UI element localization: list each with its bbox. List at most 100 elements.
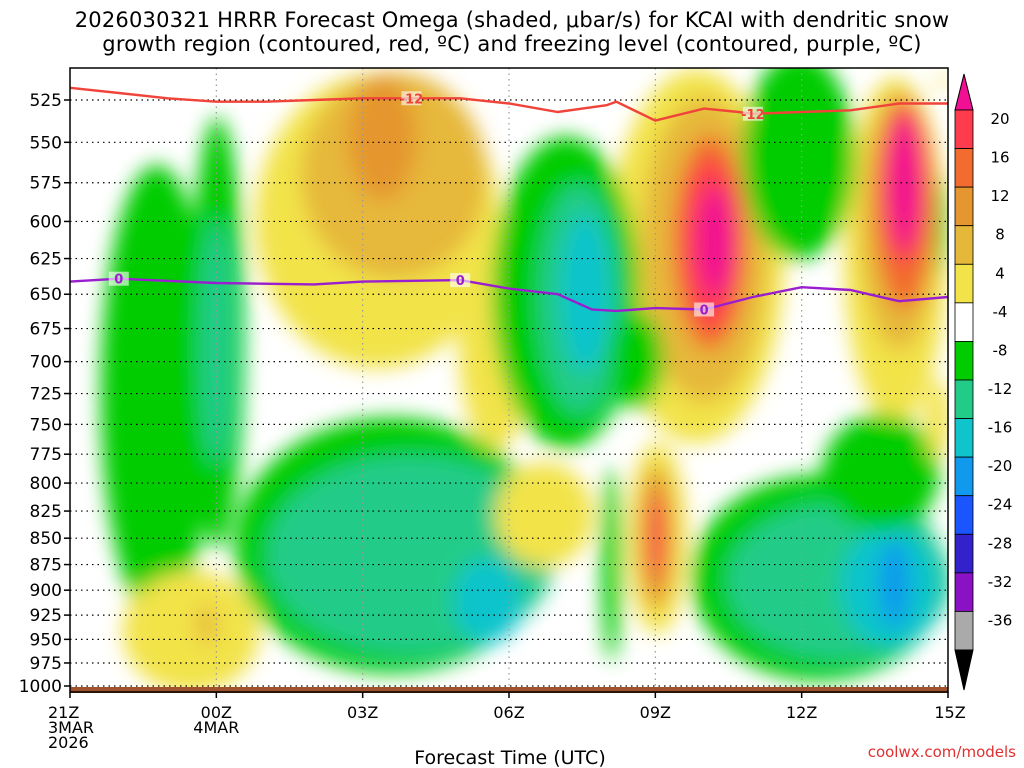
y-tick-label: 800	[30, 474, 62, 494]
freezing-level-contour-label-bg	[694, 302, 715, 317]
omega-area-16	[198, 219, 233, 466]
x-tick-label: 21Z	[48, 703, 79, 722]
omega-area-3	[348, 76, 417, 200]
freezing-level-contour-label-bg	[450, 273, 471, 288]
colorbar-bin	[954, 379, 974, 419]
y-tick-label: 975	[30, 654, 62, 674]
omega-area-33	[196, 605, 217, 645]
x-tick-label: 09Z	[640, 703, 671, 722]
y-tick-label: 700	[30, 353, 62, 373]
freezing-level-contour-label: 0	[700, 303, 709, 318]
omega-area-32	[122, 570, 260, 692]
chart-title-line2: growth region (contoured, red, ºC) and f…	[102, 32, 922, 56]
omega-area-30	[822, 414, 940, 532]
omega-area-19	[453, 558, 522, 644]
omega-shading	[100, 68, 948, 692]
y-tick-label: 875	[30, 556, 62, 576]
y-tick-label: 1000	[19, 677, 62, 697]
dendritic-growth-contour	[70, 86, 948, 122]
colorbar-label: 4	[995, 264, 1005, 282]
colorbar-label: 16	[990, 149, 1009, 167]
omega-area-37	[649, 491, 664, 583]
y-tick-label: 825	[30, 502, 62, 522]
credit-link[interactable]: coolwx.com/models	[868, 743, 1016, 761]
colorbar-bin	[954, 611, 974, 651]
colorbar-bin	[954, 418, 974, 458]
omega-area-39	[934, 76, 948, 87]
colorbar-bin	[954, 572, 974, 612]
colorbar-bin	[954, 148, 974, 188]
y-tick-label: 775	[30, 445, 62, 465]
contours: -12 -12 0 0 0	[70, 86, 948, 318]
freezing-level-contour	[70, 277, 948, 313]
x-tick-label: 12Z	[786, 703, 817, 722]
y-tick-label: 650	[30, 285, 62, 305]
ground-surface	[70, 687, 948, 693]
x-tick-label: 4MAR	[193, 718, 239, 737]
colorbar-bin	[954, 456, 974, 497]
y-tick-label: 525	[30, 91, 62, 111]
y-tick-label: 550	[30, 133, 62, 153]
x-tick-label: 00Z	[201, 703, 232, 722]
colorbar-bin	[954, 225, 974, 265]
y-tick-label: 950	[30, 630, 62, 650]
colorbar-bin	[954, 109, 974, 149]
colorbar-bin	[954, 495, 974, 535]
x-tick-label: 03Z	[347, 703, 378, 722]
colorbar-bin	[954, 263, 974, 304]
y-tick-label: 725	[30, 385, 62, 405]
chart-title-line1: 2026030321 HRRR Forecast Omega (shaded, …	[74, 8, 950, 32]
y-tick-label: 600	[30, 212, 62, 232]
dendritic-growth-contour-label-bg	[401, 91, 422, 106]
colorbar: 20 16 12 8 4 -4 -8 -12 -16 -20 -24 -28 -32 -36	[954, 73, 1013, 691]
y-tick-label: 900	[30, 581, 62, 601]
colorbar-label: -4	[993, 303, 1008, 321]
colorbar-label: 12	[990, 187, 1009, 205]
dendritic-growth-contour-label: -12	[741, 108, 765, 123]
omega-area-8	[697, 186, 732, 298]
omega-area-24	[610, 310, 664, 409]
colorbar-label: -28	[988, 534, 1013, 552]
y-tick-label: 625	[30, 250, 62, 270]
freezing-level-contour-label: 0	[456, 274, 465, 289]
colorbar-label: 8	[995, 226, 1005, 244]
omega-area-23	[742, 68, 855, 260]
x-tick-label: 15Z	[934, 703, 965, 722]
y-tick-label: 925	[30, 606, 62, 626]
omega-area-38	[925, 379, 948, 459]
colorbar-label: 20	[990, 110, 1009, 128]
dendritic-growth-contour-label: -12	[400, 92, 424, 107]
freezing-level-contour-label-bg	[108, 271, 129, 286]
omega-area-34	[495, 462, 593, 568]
colorbar-label: -32	[988, 573, 1013, 591]
y-axis: 525 550 575 600 625 650 675 700 725 750 775 800 825 8…	[19, 91, 70, 697]
colorbar-label: -12	[988, 380, 1013, 398]
x-tick-label: 06Z	[493, 703, 524, 722]
y-tick-label: 850	[30, 529, 62, 549]
colorbar-label: -20	[988, 457, 1013, 475]
colorbar-label: -8	[993, 341, 1008, 359]
colorbar-label: -36	[988, 611, 1013, 629]
colorbar-label: -16	[988, 419, 1013, 437]
omega-area-22	[560, 213, 610, 373]
omega-area-13	[889, 116, 919, 251]
y-tick-label: 750	[30, 415, 62, 435]
colorbar-bin	[954, 533, 974, 574]
colorbar-bin	[954, 186, 974, 227]
colorbar-bottom-arrow	[954, 649, 974, 691]
y-tick-label: 575	[30, 174, 62, 194]
omega-area-29	[879, 540, 909, 627]
omega-area-25	[601, 467, 622, 662]
omega-area-31	[938, 176, 948, 275]
colorbar-bin	[954, 302, 974, 342]
colorbar-label: -24	[988, 496, 1013, 514]
freezing-level-contour-label: 0	[114, 273, 123, 288]
x-tick-label: 2026	[48, 733, 89, 752]
x-axis-label: Forecast Time (UTC)	[414, 747, 605, 768]
grid	[70, 68, 948, 692]
colorbar-bin	[954, 341, 974, 381]
colorbar-top-arrow	[954, 73, 974, 111]
y-tick-label: 675	[30, 320, 62, 340]
